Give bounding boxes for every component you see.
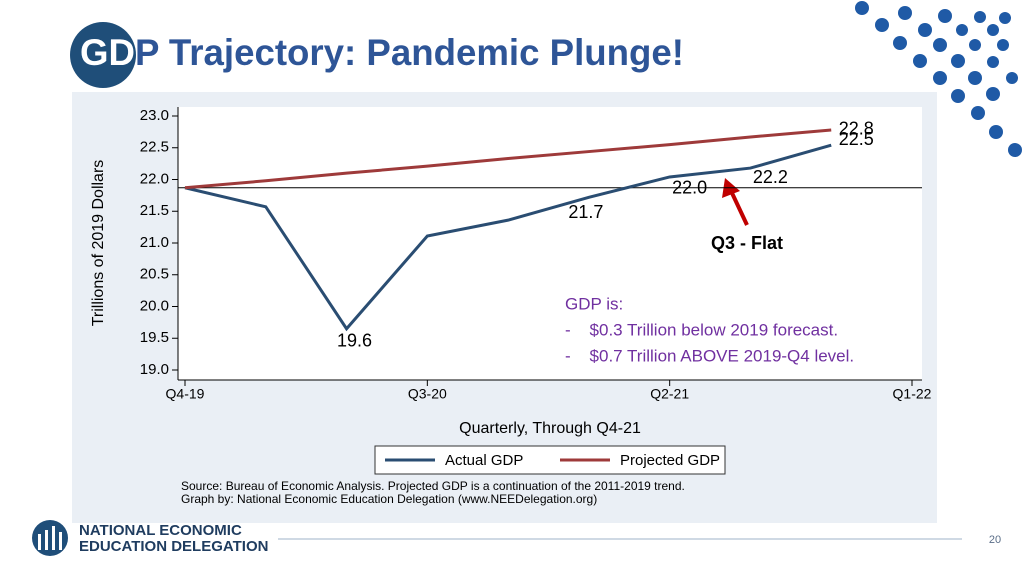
note-line: GDP is: [565, 294, 623, 313]
source-line: Graph by: National Economic Education De… [181, 492, 597, 506]
y-tick-label: 22.5 [140, 139, 169, 156]
series-line [184, 128, 832, 190]
slide-title-overlay: GDP Trajectory: Pandemic Plunge! [80, 32, 684, 73]
x-axis-label: Quarterly, Through Q4-21 [459, 420, 641, 437]
decor-dots [855, 1, 1022, 157]
y-tick-label: 20.0 [140, 297, 169, 314]
footer-logo [32, 520, 68, 556]
y-tick-label: 19.0 [140, 361, 169, 378]
legend-label: Actual GDP [445, 452, 523, 469]
x-tick-label: Q4-19 [166, 386, 205, 402]
source-line: Source: Bureau of Economic Analysis. Pro… [181, 479, 685, 493]
series-line [184, 143, 832, 332]
annotation: Q3 - Flat [711, 233, 783, 253]
y-axis-label: Trillions of 2019 Dollars [90, 160, 107, 327]
plot-area [178, 107, 922, 380]
slide-title: GDP Trajectory: Pandemic Plunge! [80, 32, 684, 73]
y-tick-label: 20.5 [140, 266, 169, 283]
y-tick-label: 21.5 [140, 202, 169, 219]
y-tick-label: 21.0 [140, 234, 169, 251]
legend-label: Projected GDP [620, 452, 720, 469]
org-name: EDUCATION DELEGATION [79, 538, 268, 555]
title-badge [70, 22, 136, 88]
x-tick-label: Q3-20 [408, 386, 447, 402]
x-tick-label: Q1-22 [893, 386, 932, 402]
note-line: - $0.7 Trillion ABOVE 2019-Q4 level. [565, 346, 854, 365]
y-tick-label: 22.0 [140, 170, 169, 187]
data-label: 22.5 [839, 129, 874, 149]
y-tick-label: 23.0 [140, 107, 169, 124]
note-line: - $0.3 Trillion below 2019 forecast. [565, 320, 838, 339]
org-name: NATIONAL ECONOMIC [79, 522, 242, 539]
data-label: 19.6 [337, 330, 372, 350]
data-label: 22.0 [672, 178, 707, 198]
data-label: 22.2 [753, 167, 788, 187]
y-tick-label: 19.5 [140, 329, 169, 346]
page-number: 20 [989, 534, 1001, 546]
x-tick-label: Q2-21 [650, 386, 689, 402]
data-label: 22.8 [839, 119, 874, 139]
data-label: 21.7 [568, 202, 603, 222]
